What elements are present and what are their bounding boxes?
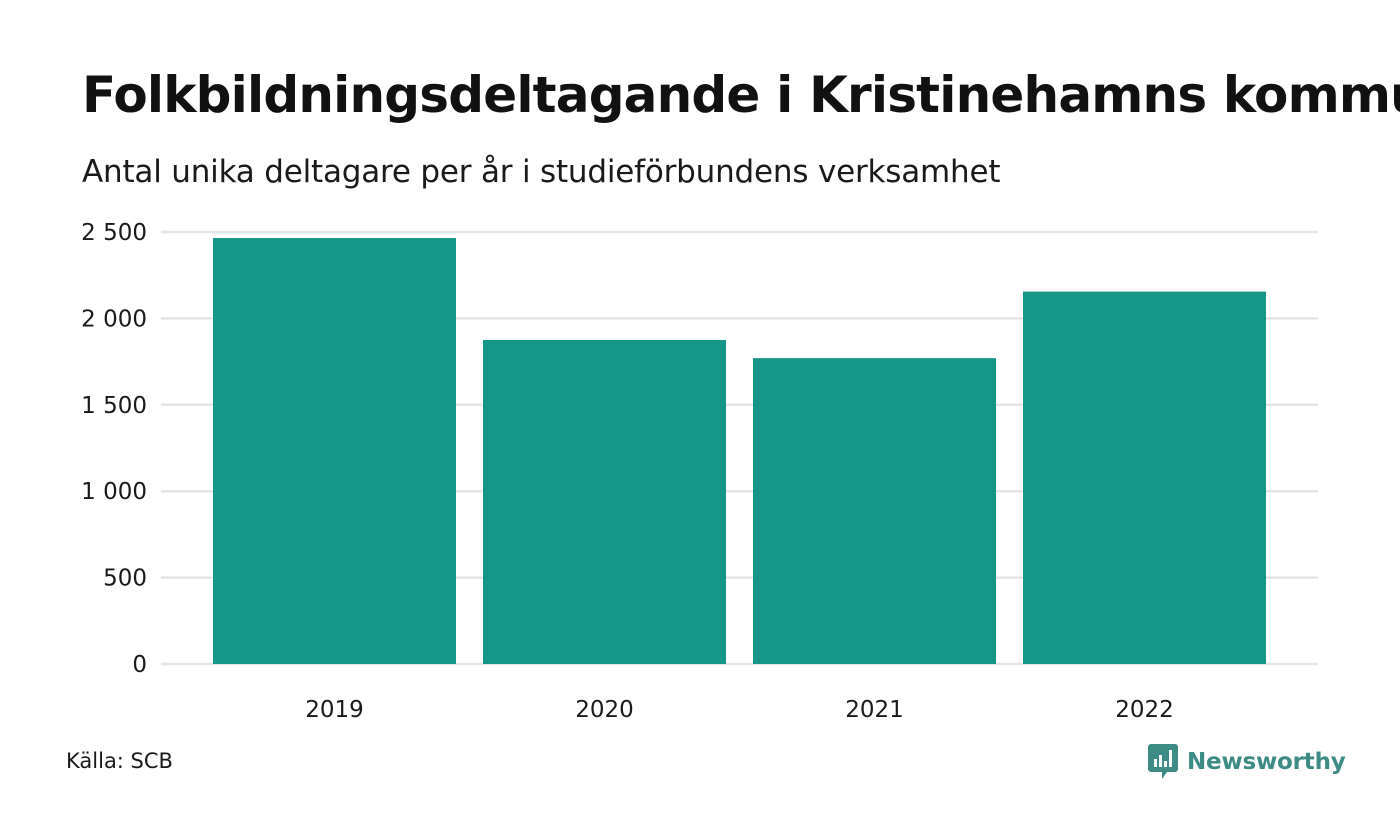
bars [213,238,1266,664]
chart-subtitle: Antal unika deltagare per år i studieför… [82,154,1001,190]
y-tick-label: 1 000 [81,479,147,505]
y-tick-label: 2 500 [81,220,147,246]
bar-2020 [483,340,726,664]
bar-2019 [213,238,456,664]
source-note: Källa: SCB [66,749,173,773]
bar-chart-speech-bubble-icon [1148,744,1178,779]
bar-2022 [1023,291,1266,664]
y-tick-label: 500 [103,566,147,592]
bar-2021 [753,358,996,664]
newsworthy-logo[interactable]: Newsworthy [1148,744,1346,780]
x-axis-tick-labels: 2019 2020 2021 2022 [305,697,1174,723]
y-tick-label: 2 000 [81,306,147,332]
x-tick-label: 2022 [1115,697,1174,723]
x-tick-label: 2019 [305,697,364,723]
y-tick-label: 1 500 [81,393,147,419]
brand-name: Newsworthy [1187,749,1346,775]
y-tick-label: 0 [132,652,147,678]
x-tick-label: 2021 [845,697,904,723]
x-tick-label: 2020 [575,697,634,723]
y-axis-tick-labels: 0 500 1 000 1 500 2 000 2 500 [81,220,147,678]
chart-title: Folkbildningsdeltagande i Kristinehamns … [82,66,1400,124]
